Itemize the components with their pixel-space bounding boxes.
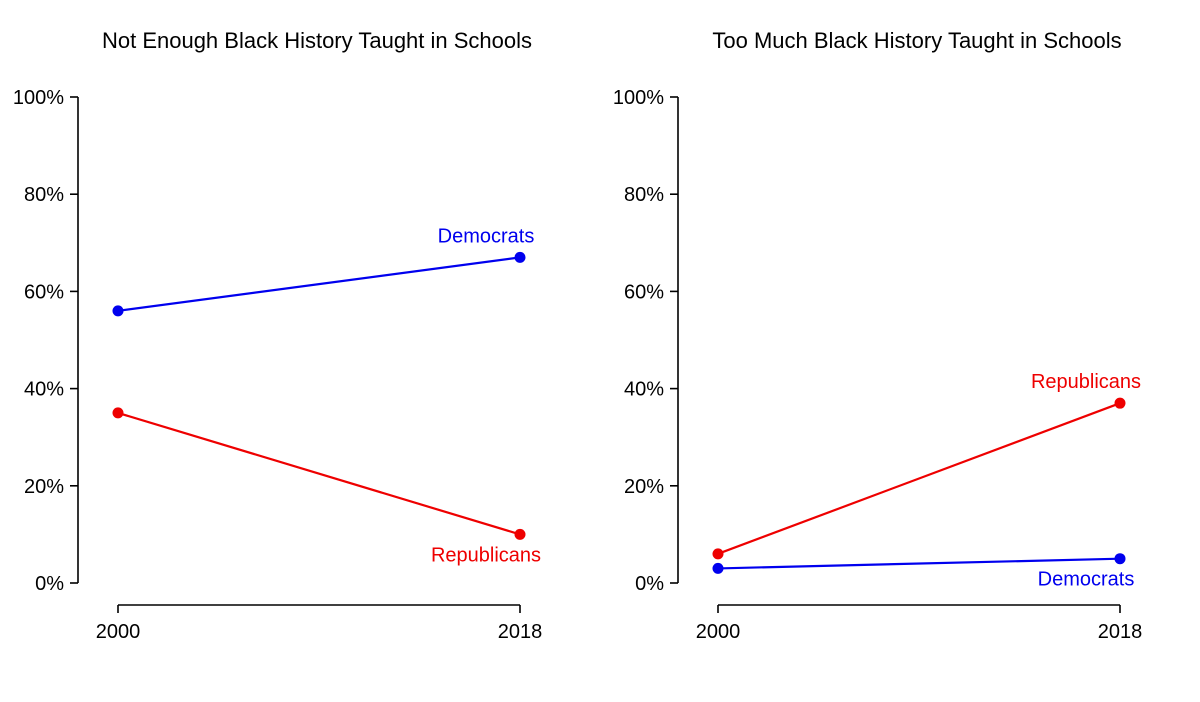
- x-tick-label: 2000: [96, 621, 141, 643]
- chart-not-enough-black-history: Not Enough Black History Taught in Schoo…: [13, 28, 543, 643]
- data-point-democrats: [712, 562, 724, 574]
- y-tick-label: 20%: [624, 476, 664, 498]
- data-point-democrats: [112, 305, 124, 317]
- chart-too-much-svg: Too Much Black History Taught in Schools…: [613, 28, 1143, 643]
- chart-not-enough-svg: Not Enough Black History Taught in Schoo…: [13, 28, 543, 643]
- series-line-republicans: [117, 411, 521, 536]
- chart-title: Too Much Black History Taught in Schools: [712, 28, 1121, 53]
- y-tick-label: 0%: [35, 573, 64, 595]
- data-point-republicans: [112, 407, 124, 419]
- data-point-republicans: [712, 548, 724, 560]
- x-tick-label: 2018: [1098, 621, 1143, 643]
- y-tick-label: 100%: [613, 87, 664, 109]
- series-label-republicans: Republicans: [1031, 371, 1141, 393]
- y-tick-label: 40%: [624, 379, 664, 401]
- data-point-republicans: [1114, 397, 1126, 409]
- series-label-republicans: Republicans: [431, 544, 541, 566]
- x-tick-label: 2018: [498, 621, 543, 643]
- y-tick-label: 80%: [24, 184, 64, 206]
- data-point-republicans: [514, 528, 526, 540]
- data-point-democrats: [514, 251, 526, 263]
- chart-too-much-black-history: Too Much Black History Taught in Schools…: [600, 0, 1200, 702]
- data-point-democrats: [1114, 553, 1126, 565]
- y-tick-label: 20%: [24, 476, 64, 498]
- series-line-democrats: [117, 256, 521, 312]
- x-tick-label: 2000: [696, 621, 741, 643]
- y-tick-label: 0%: [635, 573, 664, 595]
- y-tick-label: 40%: [24, 379, 64, 401]
- y-tick-label: 80%: [624, 184, 664, 206]
- series-label-democrats: Democrats: [1038, 569, 1135, 591]
- y-tick-label: 60%: [24, 281, 64, 303]
- y-tick-label: 60%: [624, 281, 664, 303]
- series-line-democrats: [717, 557, 1121, 570]
- chart-title: Not Enough Black History Taught in Schoo…: [102, 28, 532, 53]
- series-label-democrats: Democrats: [438, 225, 535, 247]
- y-tick-label: 100%: [13, 87, 64, 109]
- series-line-republicans: [717, 402, 1121, 555]
